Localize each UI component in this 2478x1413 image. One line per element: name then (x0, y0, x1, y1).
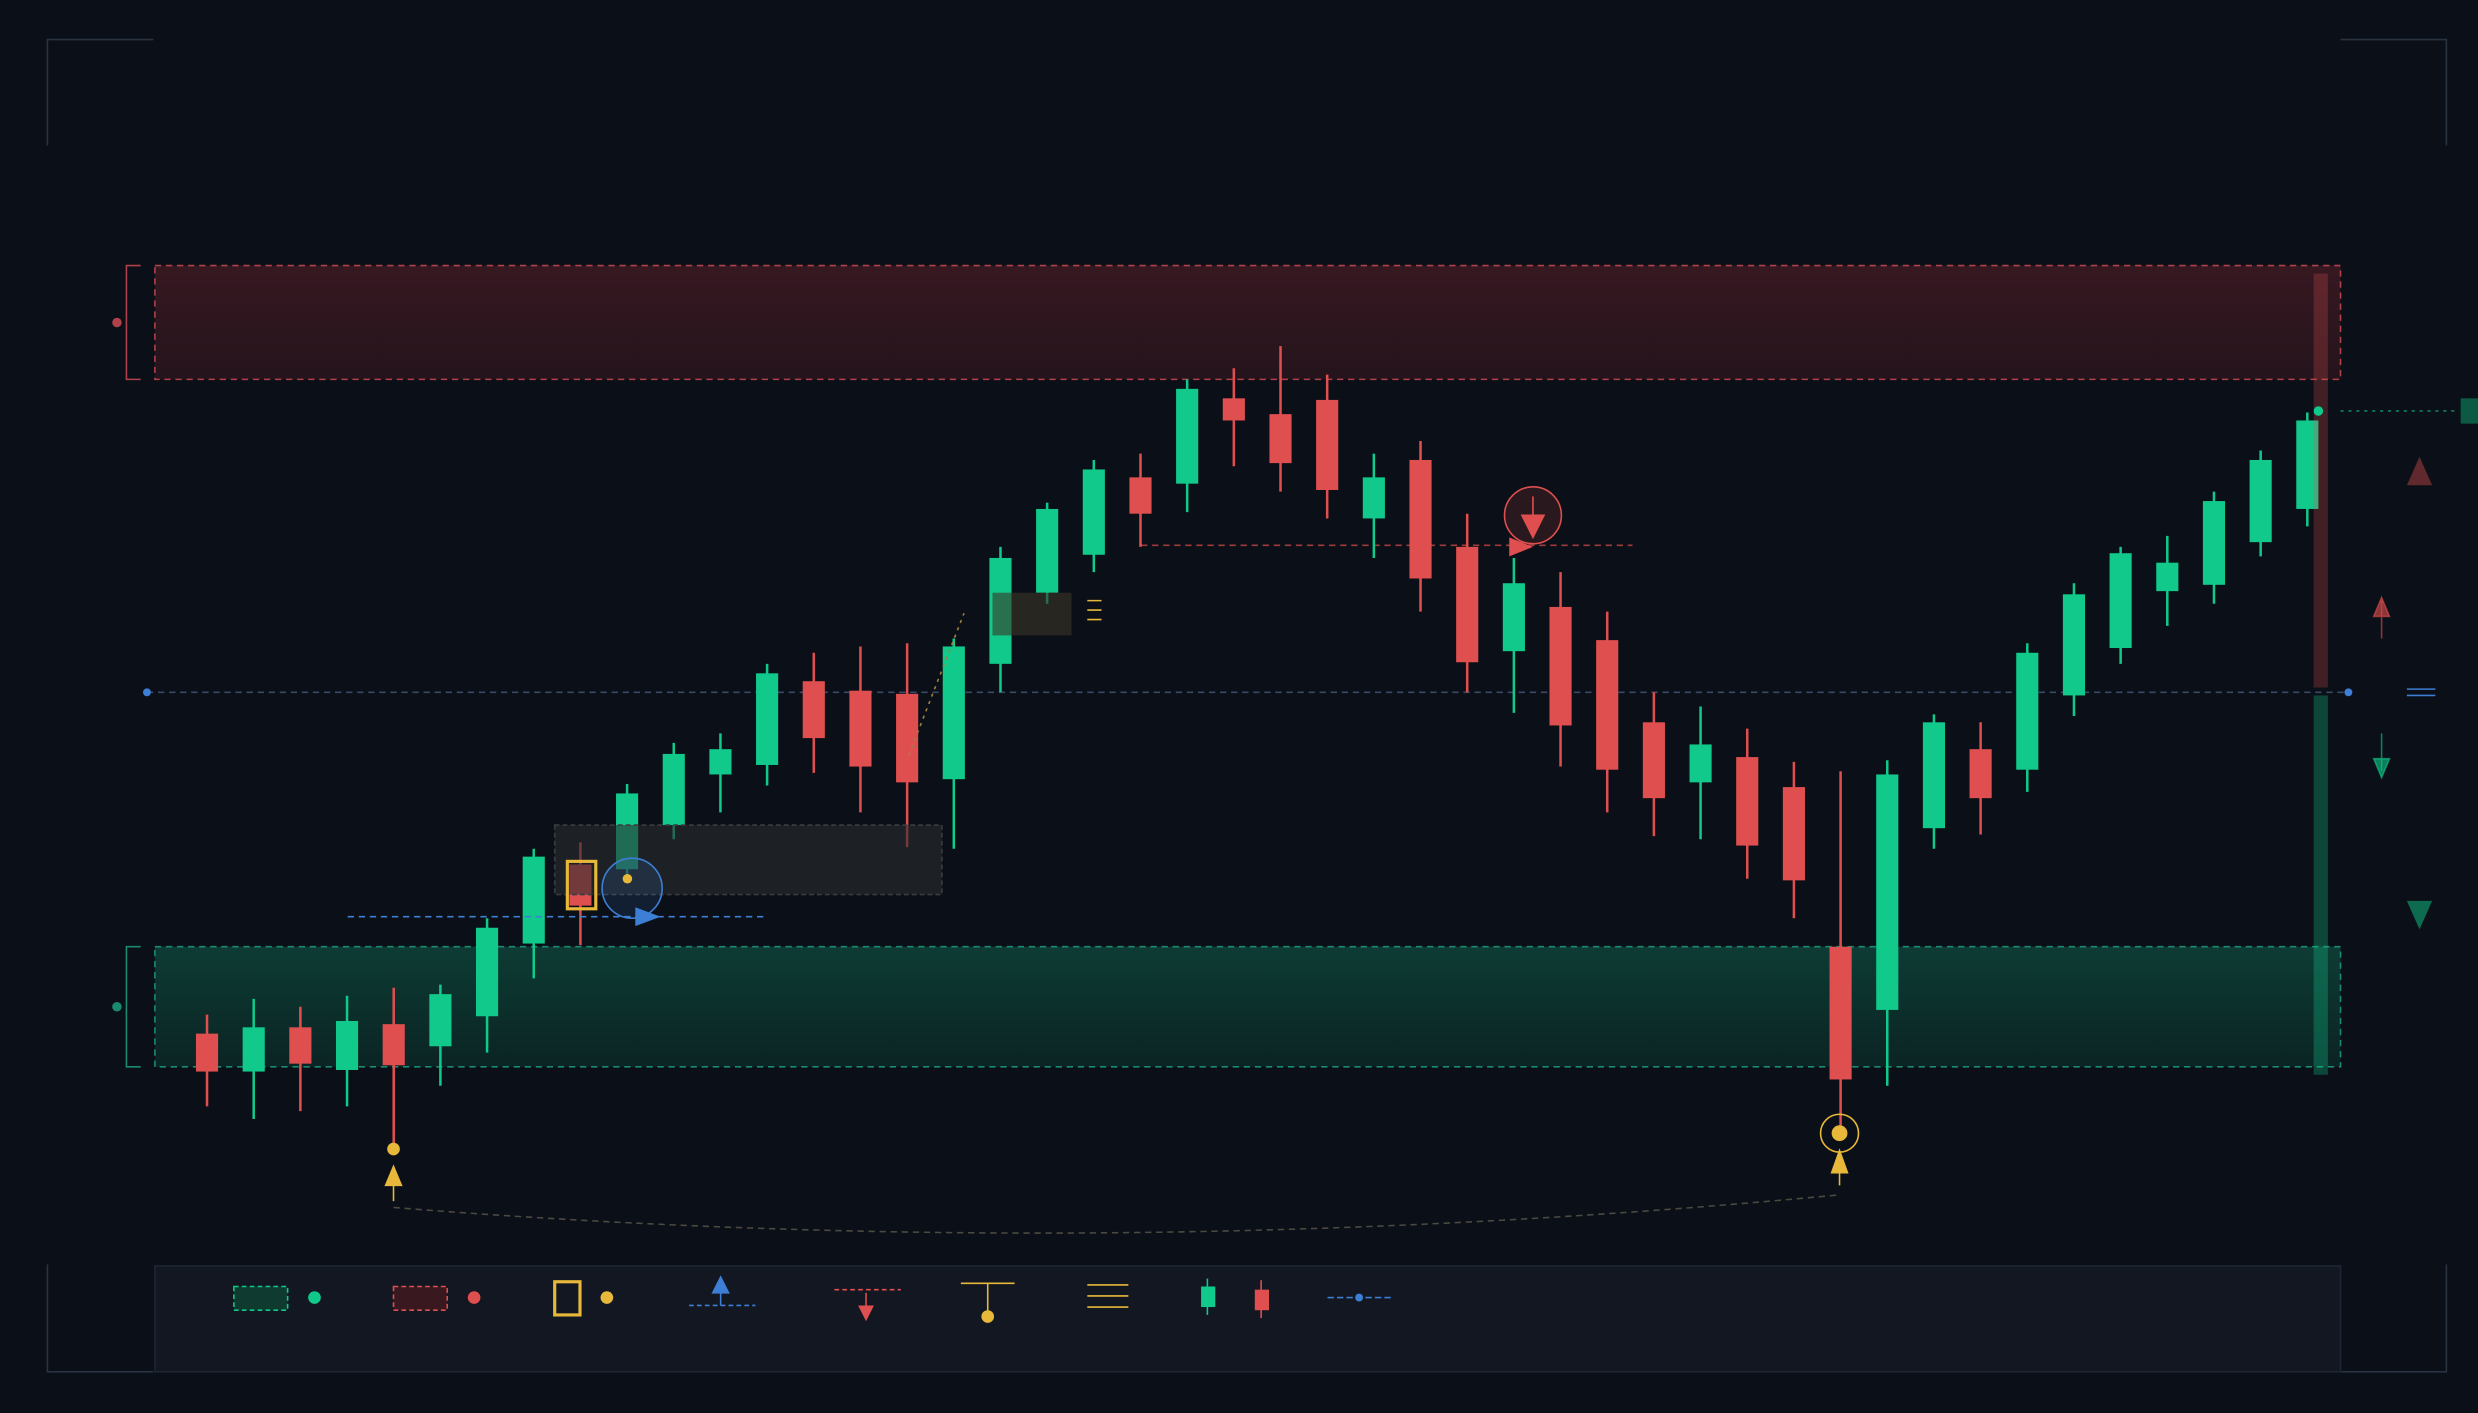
candle-body (1829, 946, 1852, 1080)
candle-body (1222, 398, 1245, 421)
legend-bar (154, 1265, 2342, 1373)
resistance-zone (154, 264, 2342, 381)
support-zone-bracket (125, 945, 141, 1068)
resistance-zone-bracket (125, 264, 141, 381)
candle-body (1036, 508, 1059, 593)
candle-body (1176, 388, 1199, 484)
candle-body (756, 673, 779, 765)
candle-body (1549, 606, 1572, 726)
pivot-dot (143, 688, 151, 697)
candle-body (1362, 477, 1385, 519)
candle-body (709, 749, 732, 775)
candle-body (1782, 787, 1805, 881)
candle-body (522, 856, 545, 944)
frame-corners (46, 38, 2448, 1373)
candle-body (662, 753, 685, 826)
candle-body (382, 1024, 405, 1066)
candle-body (289, 1027, 312, 1064)
candle-body (802, 681, 825, 739)
pivot-dot (2344, 688, 2353, 697)
candle-body (896, 693, 919, 783)
candle-body (1736, 757, 1759, 846)
candle-body (1269, 414, 1292, 464)
resistance-zone-dot (112, 317, 122, 328)
candle-body (242, 1027, 265, 1072)
candle-body (1596, 640, 1619, 770)
candle-body (2016, 652, 2039, 770)
candle-body (1969, 749, 1992, 799)
candle-body (1502, 583, 1525, 652)
candle-body (1409, 459, 1432, 579)
candle-body (1922, 722, 1945, 829)
plot-area (112, 264, 2353, 1149)
support-zone-dot (112, 1002, 122, 1012)
candle-body (1456, 546, 1479, 663)
candle-body (2156, 562, 2179, 592)
candle-body (2202, 501, 2226, 585)
candle-body (1316, 399, 1339, 490)
candle-body (849, 690, 872, 767)
annotations (347, 273, 2478, 1234)
candle-body (1876, 774, 1899, 1010)
candle-body (1082, 469, 1105, 555)
candle-body (942, 646, 965, 780)
candle-body (2062, 594, 2086, 696)
candle-body (1129, 477, 1152, 514)
candle-body (1642, 722, 1665, 799)
candle-body (2249, 459, 2272, 543)
candle-body (2296, 420, 2319, 509)
candle-body (2109, 553, 2132, 649)
candle-body (195, 1033, 219, 1072)
candle-body (429, 994, 452, 1047)
support-zone (154, 945, 2342, 1068)
candle-body (1689, 744, 1712, 783)
candle-body (476, 927, 499, 1017)
candle-body (335, 1020, 359, 1070)
